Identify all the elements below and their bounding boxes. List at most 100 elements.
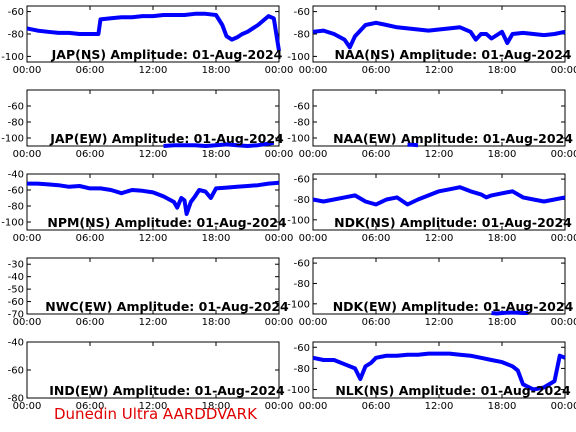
series-line: [26, 13, 280, 51]
panel-title: JAP(NS) Amplitude: 01-Aug-2024: [51, 47, 283, 62]
series-line: [163, 142, 274, 147]
x-tick-label: 06:00: [362, 317, 391, 328]
y-tick-label: -40: [8, 338, 24, 349]
y-tick-label: -80: [294, 118, 310, 129]
panel-title: NWC(EW) Amplitude: 01-Aug-2024: [45, 299, 289, 314]
x-tick-label: 00:00: [13, 233, 42, 244]
x-tick-label: 18:00: [202, 317, 231, 328]
series-band: [312, 20, 566, 50]
x-tick-label: 00:00: [265, 401, 294, 412]
x-tick-label: 18:00: [488, 317, 517, 328]
series-band: [26, 11, 281, 52]
y-tick-label: -100: [287, 299, 310, 310]
series-line: [312, 22, 566, 49]
x-tick-label: 06:00: [362, 65, 391, 76]
series-line: [312, 353, 566, 391]
x-tick-label: 00:00: [551, 233, 576, 244]
x-tick-label: 06:00: [362, 401, 391, 412]
y-tick-label: -60: [8, 186, 24, 197]
y-tick-label: -60: [294, 7, 310, 18]
panel-title: NDK(NS) Amplitude: 01-Aug-2024: [334, 215, 572, 230]
panel-4: -100 -80 -60 00:00 06:00 12:00 18:00 00:00 NAA(E…: [287, 89, 576, 160]
y-tick-label: -80: [294, 279, 310, 290]
panel-9: -80 -60 -40 00:00 06:00 12:00 18:00 00:00 IND(EW…: [8, 338, 294, 413]
x-tick-label: 00:00: [551, 149, 576, 160]
y-tick-label: -50: [8, 285, 24, 296]
panel-5: -100 -80 -60 -40 00:00 06:00 12:00 18:00 00:00 NP…: [1, 170, 293, 245]
y-tick-label: -80: [8, 394, 24, 405]
x-tick-label: 18:00: [202, 233, 231, 244]
panel-10: -100 -80 -60 00:00 06:00 12:00 18:00 00:00 NLK(N…: [287, 341, 576, 412]
x-tick-label: 00:00: [551, 65, 576, 76]
y-tick-label: -60: [294, 175, 310, 186]
series-line: [491, 311, 529, 315]
y-tick-label: -70: [8, 310, 24, 321]
x-tick-label: 06:00: [76, 233, 105, 244]
series-line: [312, 186, 566, 206]
panel-2: -100 -80 -60 00:00 06:00 12:00 18:00 00:00 NAA(N…: [287, 5, 576, 76]
x-tick-label: 18:00: [488, 401, 517, 412]
x-tick-label: 00:00: [299, 401, 328, 412]
x-tick-label: 06:00: [76, 401, 105, 412]
y-tick-label: -100: [287, 134, 310, 145]
y-tick-label: -80: [294, 195, 310, 206]
panel-title: NDK(EW) Amplitude: 01-Aug-2024: [333, 299, 574, 314]
x-tick-label: 18:00: [202, 149, 231, 160]
y-tick-label: -60: [8, 7, 24, 18]
x-tick-label: 12:00: [139, 317, 168, 328]
x-tick-label: 00:00: [551, 401, 576, 412]
footer-label: Dunedin Ultra AARDDVARK: [54, 405, 257, 423]
panel-8: -100 -80 -60 00:00 06:00 12:00 18:00 00:00 NDK(E…: [287, 257, 576, 328]
panel-title: NAA(NS) Amplitude: 01-Aug-2024: [335, 47, 572, 62]
x-tick-label: 00:00: [265, 233, 294, 244]
y-tick-label: -60: [294, 102, 310, 113]
panel-6: -100 -80 -60 00:00 06:00 12:00 18:00 00:00 NDK(N…: [287, 173, 576, 244]
y-tick-label: -60: [294, 343, 310, 354]
x-tick-label: 12:00: [425, 317, 454, 328]
series-line: [27, 182, 280, 215]
x-tick-label: 00:00: [299, 233, 328, 244]
y-tick-label: -60: [8, 366, 24, 377]
y-tick-label: -40: [8, 272, 24, 283]
x-tick-label: 12:00: [425, 149, 454, 160]
y-tick-label: -40: [8, 170, 24, 181]
y-tick-label: -100: [287, 215, 310, 226]
x-tick-label: 18:00: [488, 65, 517, 76]
panel-title: IND(EW) Amplitude: 01-Aug-2024: [49, 383, 285, 398]
x-tick-label: 00:00: [13, 149, 42, 160]
x-tick-label: 06:00: [362, 233, 391, 244]
x-tick-label: 06:00: [76, 317, 105, 328]
x-tick-label: 00:00: [299, 149, 328, 160]
x-tick-label: 12:00: [139, 65, 168, 76]
x-tick-label: 18:00: [488, 233, 517, 244]
x-tick-label: 00:00: [299, 317, 328, 328]
x-tick-label: 00:00: [265, 65, 294, 76]
y-tick-label: -80: [294, 364, 310, 375]
y-tick-label: -80: [8, 202, 24, 213]
panel-3: -100 -80 -60 00:00 06:00 12:00 18:00 00:00 JAP(E…: [1, 89, 294, 160]
panel-title: NAA(EW) Amplitude: 01-Aug-2024: [333, 131, 573, 146]
y-tick-label: -80: [294, 30, 310, 41]
y-tick-label: -100: [287, 52, 310, 63]
x-tick-label: 18:00: [488, 149, 517, 160]
y-tick-label: -80: [8, 30, 24, 41]
x-tick-label: 00:00: [551, 317, 576, 328]
panel-title: JAP(EW) Amplitude: 01-Aug-2024: [49, 131, 284, 146]
x-tick-label: 00:00: [265, 149, 294, 160]
y-tick-label: -60: [8, 297, 24, 308]
panel-1: -100 -80 -60 00:00 06:00 12:00 18:00 00:00 JAP(N…: [1, 5, 294, 76]
y-tick-label: -100: [1, 134, 24, 145]
x-tick-label: 00:00: [299, 65, 328, 76]
x-tick-label: 12:00: [425, 401, 454, 412]
x-tick-label: 12:00: [425, 233, 454, 244]
y-tick-label: -80: [8, 118, 24, 129]
y-tick-label: -100: [1, 218, 24, 229]
y-tick-label: -100: [287, 385, 310, 396]
x-tick-label: 06:00: [362, 149, 391, 160]
x-tick-label: 00:00: [13, 317, 42, 328]
y-tick-label: -100: [1, 52, 24, 63]
x-tick-label: 18:00: [202, 65, 231, 76]
x-tick-label: 00:00: [13, 401, 42, 412]
x-tick-label: 12:00: [425, 65, 454, 76]
